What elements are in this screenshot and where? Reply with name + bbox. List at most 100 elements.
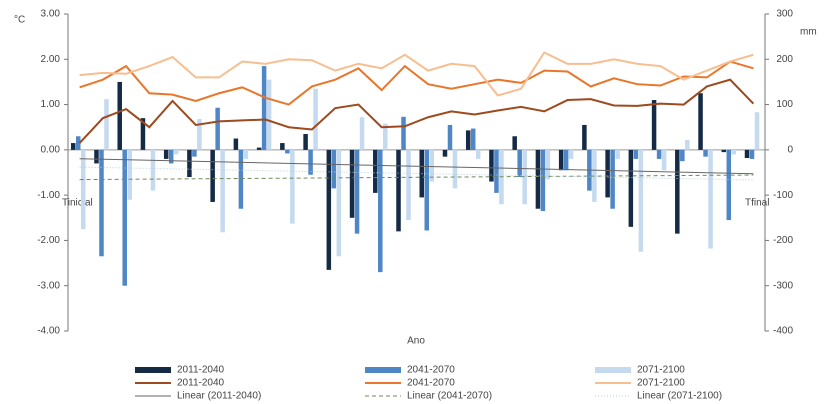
bar [442,149,448,157]
bar [726,149,732,221]
bar [256,147,262,150]
line [79,51,754,97]
bar [99,149,104,257]
bar [475,149,481,159]
bar [104,99,109,150]
bar [243,149,249,159]
bar [465,130,471,150]
bar [615,149,620,159]
y2-tick-label: -100 [773,190,793,201]
y2-tick-label: 0 [787,144,793,155]
trend-line [79,174,754,181]
bar [261,66,267,150]
bar [197,119,202,150]
legend-label: 2011-2040 [177,378,225,389]
bar [522,149,527,205]
y-tick-label: -2.00 [37,235,60,246]
bar [563,149,569,171]
bar [698,93,703,150]
y-tick-label: -3.00 [37,280,60,291]
line [78,78,755,144]
y-tick-label: 2.00 [41,54,61,65]
bar [489,149,494,182]
bar [396,149,401,232]
bar [429,149,434,182]
bar [192,149,197,157]
legend-label: Linear (2041-2070) [407,391,492,402]
bar [610,149,615,209]
bar [336,149,342,257]
bar [628,149,634,227]
legend-label: 2011-2040 [177,365,225,376]
bar [266,79,272,150]
y2-tick-label: -200 [773,235,793,246]
bar [94,149,99,164]
annotation: Tfinal [745,198,769,209]
bar [685,139,690,150]
bar [545,149,551,180]
x-axis-label: Ano [407,336,425,347]
bar [71,143,76,150]
bar [638,149,644,252]
bar [163,149,169,159]
legend-label: Linear (2071-2100) [637,391,722,402]
bar [313,88,318,150]
y2-tick-label: 300 [776,9,793,20]
bar [354,149,360,234]
bar [173,149,179,155]
bar [238,149,244,209]
bar [582,124,587,150]
bar [535,149,541,209]
bar [661,149,667,171]
line [79,60,754,106]
y-axis-label: °C [14,15,25,26]
y2-tick-label: 200 [776,54,793,65]
y-tick-label: -4.00 [37,326,60,337]
bar [470,128,476,150]
bar [331,149,337,189]
bar [150,149,156,191]
bar [280,143,285,150]
bar [210,149,215,202]
bar [303,134,308,150]
trend-line [79,158,754,175]
legend-label: 2071-2100 [637,365,685,376]
bar [675,149,680,234]
bar [140,118,146,150]
bar [168,149,174,164]
y2-axis-label: mm [800,27,817,38]
bar [373,149,378,193]
y2-tick-label: 100 [776,99,793,110]
legend-swatch [365,367,401,373]
y-tick-label: 0.00 [41,144,61,155]
bar [406,149,411,221]
bar [731,149,737,155]
bar [749,149,755,159]
legend-label: Linear (2011-2040) [177,391,261,402]
y2-tick-label: -400 [773,326,793,337]
bar [656,149,662,159]
bar [744,149,750,159]
y-tick-label: 1.00 [41,99,61,110]
bar [680,149,685,162]
bar [754,112,760,150]
bar [517,149,522,178]
legend-swatch [135,367,171,373]
bar [605,149,610,198]
bar [721,149,727,153]
trend-line [79,166,754,181]
annotation: Tinicial [62,198,93,209]
bar [378,149,383,273]
bar [568,149,574,159]
bar [76,136,81,150]
legend-label: 2041-2070 [407,378,455,389]
y-tick-label: 3.00 [41,9,61,20]
bar [326,149,332,270]
bar [383,123,388,150]
bar [651,100,657,150]
bar [447,124,453,150]
legend-swatch [595,367,631,373]
legend-label: 2071-2100 [637,378,685,389]
bar [81,149,86,230]
